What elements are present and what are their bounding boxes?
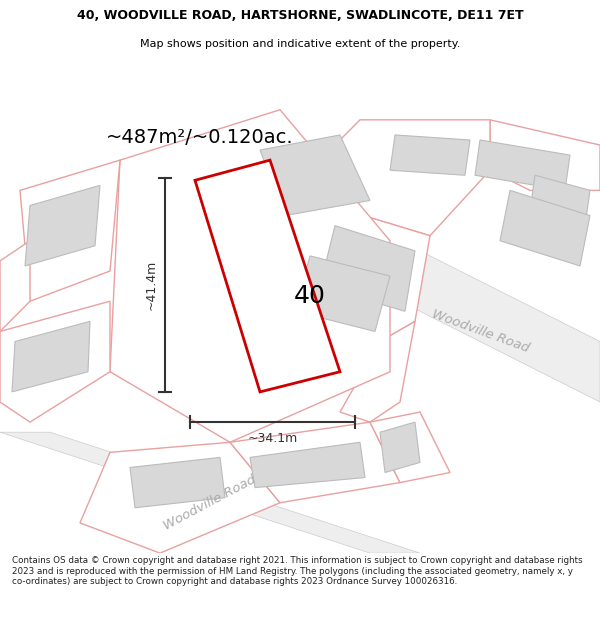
Polygon shape — [390, 135, 470, 175]
Polygon shape — [340, 321, 415, 422]
Polygon shape — [330, 120, 490, 236]
Polygon shape — [295, 256, 390, 331]
Polygon shape — [475, 140, 570, 191]
Text: Woodville Road: Woodville Road — [161, 473, 259, 532]
Polygon shape — [300, 206, 430, 341]
Polygon shape — [0, 241, 30, 331]
Polygon shape — [320, 226, 415, 311]
Polygon shape — [340, 211, 600, 402]
Polygon shape — [20, 160, 120, 301]
Polygon shape — [110, 110, 390, 442]
Text: ~34.1m: ~34.1m — [247, 432, 298, 445]
Polygon shape — [195, 160, 340, 392]
Polygon shape — [230, 422, 400, 502]
Text: Contains OS data © Crown copyright and database right 2021. This information is : Contains OS data © Crown copyright and d… — [12, 556, 583, 586]
Polygon shape — [130, 458, 225, 508]
Polygon shape — [370, 412, 450, 482]
Polygon shape — [380, 422, 420, 472]
Polygon shape — [260, 135, 370, 216]
Polygon shape — [250, 442, 365, 488]
Polygon shape — [490, 120, 600, 191]
Polygon shape — [500, 191, 590, 266]
Polygon shape — [25, 186, 100, 266]
Polygon shape — [0, 432, 420, 553]
Text: Woodville Road: Woodville Road — [430, 308, 530, 355]
Text: Map shows position and indicative extent of the property.: Map shows position and indicative extent… — [140, 39, 460, 49]
Text: ~41.4m: ~41.4m — [145, 260, 157, 310]
Polygon shape — [80, 442, 280, 553]
Text: 40, WOODVILLE ROAD, HARTSHORNE, SWADLINCOTE, DE11 7ET: 40, WOODVILLE ROAD, HARTSHORNE, SWADLINC… — [77, 9, 523, 22]
Polygon shape — [530, 175, 590, 226]
Text: 40: 40 — [294, 284, 326, 308]
Polygon shape — [12, 321, 90, 392]
Text: ~487m²/~0.120ac.: ~487m²/~0.120ac. — [106, 129, 294, 148]
Polygon shape — [0, 301, 110, 422]
